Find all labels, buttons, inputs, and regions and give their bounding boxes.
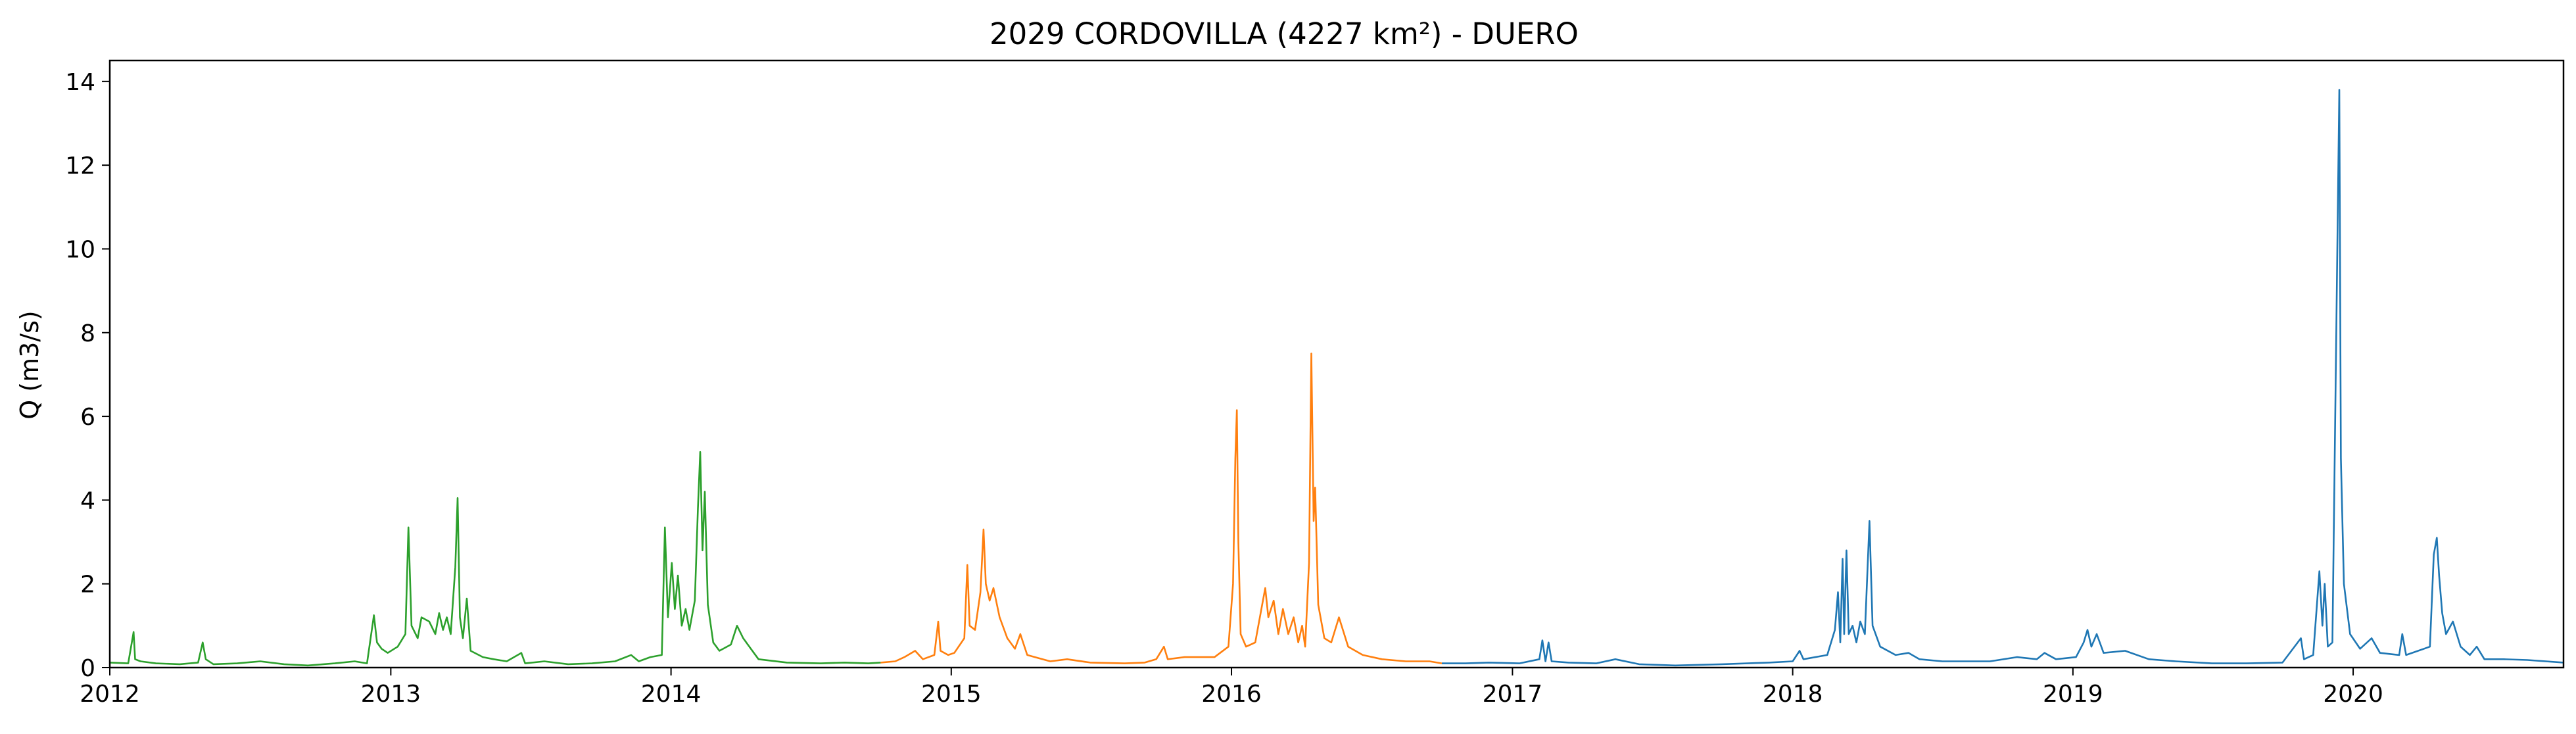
x-tick-label: 2015	[921, 681, 982, 708]
x-tick-label: 2019	[2043, 681, 2103, 708]
y-tick-label: 2	[80, 572, 95, 599]
series-line-3	[1442, 89, 2564, 667]
y-tick-label: 6	[80, 404, 95, 431]
series-group	[109, 89, 2564, 667]
series-line-2	[880, 353, 1443, 664]
y-tick-label: 0	[80, 655, 95, 682]
y-tick-label: 12	[65, 153, 95, 180]
x-tick-label: 2016	[1201, 681, 1262, 708]
y-axis-label: Q (m3/s)	[15, 310, 44, 419]
y-tick-label: 10	[65, 236, 95, 263]
x-tick-label: 2020	[2323, 681, 2383, 708]
y-axis: 0 2 4 6 8 10 12 14	[65, 69, 110, 682]
chart-title: 2029 CORDOVILLA (4227 km²) - DUERO	[990, 16, 1579, 51]
plot-frame	[108, 59, 2565, 669]
x-axis: 2012 2013 2014 2015 2016 2017 2018 2019 2020	[80, 668, 2383, 708]
x-tick-label: 2014	[641, 681, 702, 708]
y-tick-label: 8	[80, 320, 95, 347]
x-tick-label: 2013	[361, 681, 421, 708]
y-tick-label: 14	[65, 69, 95, 96]
x-tick-label: 2012	[80, 681, 140, 708]
y-tick-label: 4	[80, 487, 95, 514]
x-tick-label: 2018	[1763, 681, 1823, 708]
x-tick-label: 2017	[1483, 681, 1543, 708]
series-line-1	[109, 451, 881, 667]
